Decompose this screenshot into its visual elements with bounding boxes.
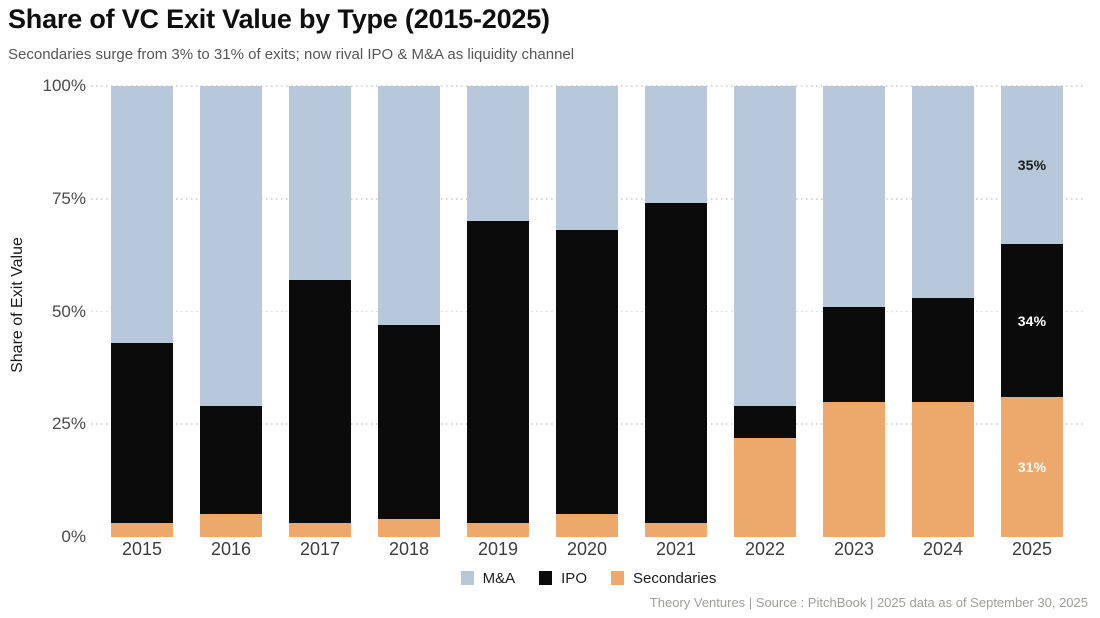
x-tick-label-2015: 2015 (121, 539, 163, 559)
x-tick-label-2018: 2018 (388, 539, 430, 559)
legend-swatch-ma-icon (460, 571, 474, 585)
bar-segment-2025-ma: 35% (1001, 86, 1063, 244)
bar-segment-2022-secondaries (734, 437, 796, 537)
x-tick-label-2025: 2025 (1011, 539, 1053, 559)
bar-2025: 35% 34% 31% (1001, 86, 1063, 537)
legend: M&A IPO Secondaries (91, 569, 1086, 587)
bar-segment-2022-ma (734, 86, 796, 407)
y-tick-label-50: 50% (51, 301, 86, 321)
legend-item-ipo: IPO (539, 570, 587, 587)
legend-label-ma: M&A (482, 569, 516, 587)
bar-2022 (734, 86, 796, 537)
bar-segment-2020-secondaries (556, 514, 618, 537)
bar-2016 (200, 86, 262, 537)
bar-segment-2015-ipo (111, 343, 173, 524)
x-tick-label-2016: 2016 (210, 539, 252, 559)
legend-item-ma: M&A (460, 569, 516, 587)
bar-segment-2015-secondaries (111, 523, 173, 537)
y-tick-label-75: 75% (51, 188, 86, 208)
bar-2023 (823, 86, 885, 537)
bar-segment-2020-ma (556, 86, 618, 231)
bar-segment-2018-ipo (378, 325, 440, 519)
bar-segment-2023-ma (823, 86, 885, 307)
y-tick-label-25: 25% (51, 414, 86, 434)
bar-segment-2019-secondaries (467, 523, 529, 537)
legend-label-secondaries: Secondaries (632, 569, 717, 587)
bar-2019 (467, 86, 529, 537)
bar-segment-2018-ma (378, 86, 440, 326)
chart-title: Share of VC Exit Value by Type (2015-202… (8, 4, 550, 34)
chart-subtitle: Secondaries surge from 3% to 31% of exit… (8, 46, 575, 63)
bar-segment-2015-ma (111, 86, 173, 344)
bar-segment-2021-ipo (645, 203, 707, 524)
bar-segment-2025-secondaries: 31% (1001, 397, 1063, 537)
bar-2018 (378, 86, 440, 537)
legend-item-secondaries: Secondaries (610, 569, 717, 587)
x-tick-label-2021: 2021 (655, 539, 697, 559)
bar-segment-2016-ma (200, 86, 262, 407)
bar-2021 (645, 86, 707, 537)
bar-segment-2024-ipo (912, 297, 974, 402)
bar-segment-2016-secondaries (200, 514, 262, 537)
legend-swatch-secondaries-icon (610, 571, 624, 585)
bar-segment-2024-secondaries (912, 401, 974, 537)
bar-segment-2023-ipo (823, 307, 885, 402)
bar-value-label-2025-secondaries: 31% (1017, 459, 1047, 476)
bar-2017 (289, 86, 351, 537)
x-tick-label-2020: 2020 (566, 539, 608, 559)
bar-2024 (912, 86, 974, 537)
bar-segment-2017-ipo (289, 279, 351, 524)
footer-credit: Theory Ventures | Source : PitchBook | 2… (649, 595, 1088, 610)
bar-value-label-2025-ipo: 34% (1017, 312, 1047, 329)
x-tick-label-2019: 2019 (477, 539, 519, 559)
plot-area: 35% 34% 31% (91, 85, 1086, 537)
gridline-100 (91, 85, 1086, 87)
y-tick-label-0: 0% (61, 527, 86, 546)
x-tick-label-2017: 2017 (299, 539, 341, 559)
x-tick-label-2024: 2024 (922, 539, 964, 559)
x-tick-label-2022: 2022 (744, 539, 786, 559)
bar-segment-2023-secondaries (823, 401, 885, 537)
bar-segment-2019-ipo (467, 221, 529, 524)
bar-segment-2017-ma (289, 86, 351, 280)
bar-segment-2019-ma (467, 86, 529, 222)
y-tick-label-100: 100% (42, 76, 86, 95)
bar-segment-2022-ipo (734, 406, 796, 438)
bar-segment-2025-ipo: 34% (1001, 243, 1063, 398)
bar-value-label-2025-ma: 35% (1017, 156, 1047, 173)
bar-2020 (556, 86, 618, 537)
legend-swatch-ipo-icon (539, 571, 553, 585)
bar-2015 (111, 86, 173, 537)
bar-segment-2017-secondaries (289, 523, 351, 537)
x-tick-label-2023: 2023 (833, 539, 875, 559)
bar-segment-2018-secondaries (378, 518, 440, 537)
bar-segment-2020-ipo (556, 230, 618, 515)
bar-segment-2021-secondaries (645, 523, 707, 537)
bar-segment-2016-ipo (200, 406, 262, 515)
bar-segment-2024-ma (912, 86, 974, 298)
bar-segment-2021-ma (645, 86, 707, 204)
legend-label-ipo: IPO (561, 569, 587, 587)
